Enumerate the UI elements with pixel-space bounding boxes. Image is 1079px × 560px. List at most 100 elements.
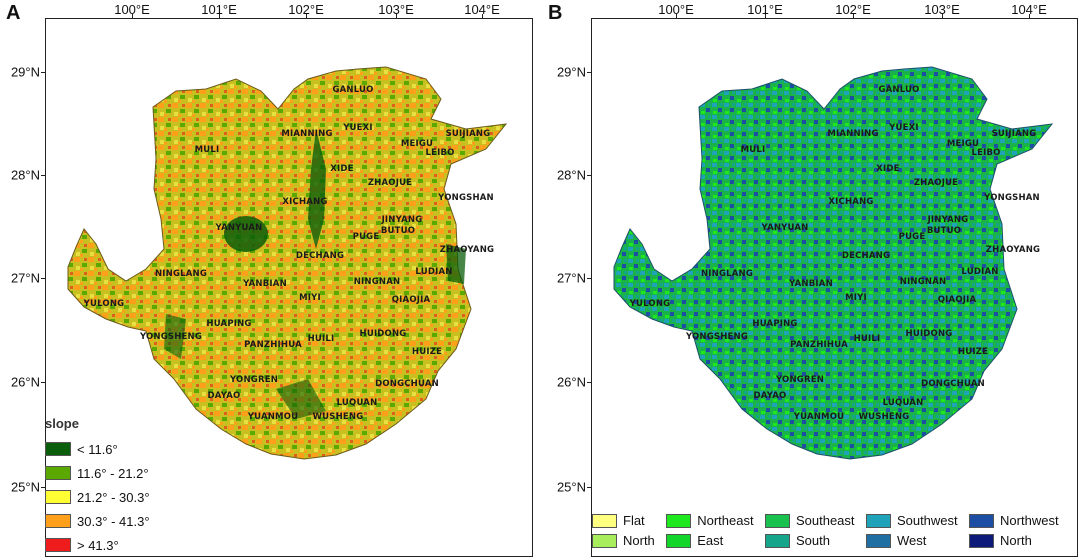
place-label: MULI (740, 145, 766, 155)
aspect-map-region (613, 66, 1054, 460)
lon-tick-label: 102°E (288, 2, 324, 17)
lat-tick-mark (41, 487, 46, 488)
place-label: YANBIAN (243, 279, 287, 289)
lat-tick-mark (587, 72, 592, 73)
panel-label-b: B (548, 2, 563, 24)
place-label: WUSHENG (312, 412, 364, 422)
lat-tick-label: 25°N (10, 479, 40, 495)
place-label: MIANNING (827, 129, 879, 139)
legend-label: Northeast (697, 513, 754, 528)
slope-legend-item: 30.3° - 41.3° (45, 509, 150, 533)
place-label: DAYAO (753, 391, 787, 401)
slope-legend-title: slope (45, 416, 79, 431)
place-label: NINGNAN (353, 277, 401, 287)
place-label: HUIZE (957, 347, 989, 357)
place-label: HUAPING (206, 319, 252, 329)
lat-tick-label: 29°N (10, 64, 40, 80)
place-label: WUSHENG (858, 412, 910, 422)
lat-tick-mark (587, 382, 592, 383)
legend-label: 11.6° - 21.2° (77, 465, 149, 481)
place-label: XICHANG (828, 197, 874, 207)
place-label: LUDIAN (961, 267, 999, 277)
place-label: XIDE (876, 164, 900, 174)
slope-legend-item: 11.6° - 21.2° (45, 461, 150, 485)
place-label: YANYUAN (215, 223, 263, 233)
lon-tick-mark (396, 14, 397, 19)
legend-label: North (623, 533, 655, 548)
legend-label: Northwest (1000, 513, 1059, 528)
place-label: NINGNAN (899, 277, 947, 287)
place-label: HUIDONG (905, 329, 953, 339)
place-label: XIDE (330, 164, 354, 174)
legend-label: East (697, 533, 724, 548)
legend-swatch (45, 538, 71, 552)
place-label: HUIZE (411, 347, 443, 357)
place-label: LUDIAN (415, 267, 453, 277)
lat-tick-mark (587, 278, 592, 279)
aspect-legend-item: North (969, 533, 1070, 548)
lat-tick-label: 28°N (556, 167, 586, 183)
legend-label: North (1000, 533, 1032, 548)
legend-swatch (45, 490, 71, 504)
place-label: YONGSHENG (685, 332, 749, 342)
lon-tick-label: 103°E (924, 2, 960, 17)
legend-swatch (45, 442, 71, 456)
aspect-legend-item: South (764, 533, 866, 548)
legend-swatch (969, 533, 995, 548)
place-label: DONGCHUAN (375, 379, 439, 389)
place-label: DECHANG (841, 251, 891, 261)
aspect-map-frame (591, 18, 1078, 557)
place-label: XICHANG (282, 197, 328, 207)
lon-tick-label: 100°E (658, 2, 694, 17)
legend-swatch (969, 513, 995, 528)
aspect-legend-item: Flat (592, 513, 666, 528)
lat-tick-mark (41, 382, 46, 383)
place-label: DONGCHUAN (921, 379, 985, 389)
place-label: SUIJIANG (991, 129, 1037, 139)
lat-tick-label: 29°N (556, 64, 586, 80)
place-label: YANYUAN (761, 223, 809, 233)
legend-swatch (666, 533, 692, 548)
lat-tick-label: 26°N (556, 374, 586, 390)
place-label: YUEXI (889, 123, 919, 133)
legend-label: 21.2° - 30.3° (77, 489, 150, 505)
legend-label: West (896, 533, 927, 548)
place-label: ZHAOYANG (439, 245, 495, 255)
place-label: ZHAOJUE (367, 178, 413, 188)
place-label: ZHAOYANG (985, 245, 1041, 255)
place-label: LUQUAN (336, 398, 378, 408)
legend-swatch (764, 513, 790, 528)
place-label: YONGREN (775, 375, 825, 385)
lon-tick-mark (765, 14, 766, 19)
place-label: LUQUAN (882, 398, 924, 408)
place-label: YUEXI (343, 123, 373, 133)
slope-legend-item: 21.2° - 30.3° (45, 485, 150, 509)
place-label: YONGSHENG (139, 332, 203, 342)
legend-label: 30.3° - 41.3° (77, 513, 150, 529)
place-label: MEIGU (946, 139, 980, 149)
place-label: DAYAO (207, 391, 241, 401)
aspect-legend-item: Northeast (666, 513, 765, 528)
lon-tick-label: 104°E (464, 2, 500, 17)
lon-tick-label: 104°E (1011, 2, 1047, 17)
place-label: YONGSHAN (438, 193, 494, 203)
place-label: MEIGU (400, 139, 434, 149)
lon-tick-label: 103°E (378, 2, 414, 17)
lon-tick-mark (306, 14, 307, 19)
aspect-legend: Flat Northeast Southeast Southwest Northwest… (592, 513, 1070, 548)
place-label: JINYANG (381, 215, 423, 225)
lon-tick-label: 101°E (201, 2, 237, 17)
slope-legend-item: > 41.3° (45, 533, 150, 557)
place-label: HUAPING (752, 319, 798, 329)
place-label: GANLUO (332, 85, 374, 95)
lat-tick-label: 28°N (10, 167, 40, 183)
lat-tick-label: 27°N (10, 270, 40, 286)
place-label: YONGSHAN (984, 193, 1040, 203)
place-label: MIYI (845, 293, 867, 303)
place-label: LEIBO (425, 148, 455, 158)
lat-tick-mark (587, 175, 592, 176)
lon-tick-label: 101°E (747, 2, 783, 17)
place-label: YONGREN (229, 375, 279, 385)
place-label: LEIBO (971, 148, 1001, 158)
lat-tick-mark (41, 72, 46, 73)
